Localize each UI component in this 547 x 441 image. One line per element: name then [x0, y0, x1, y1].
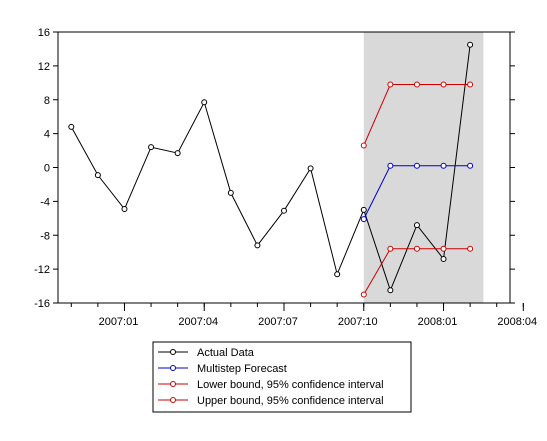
- data-point: [334, 271, 341, 278]
- x-tick-label: 2008:04: [497, 316, 537, 328]
- forecast-shaded-region: [363, 32, 484, 303]
- series-0: [68, 41, 474, 294]
- data-point: [467, 245, 474, 252]
- forecast-shade: [363, 32, 484, 303]
- data-point: [467, 81, 474, 88]
- data-point: [360, 206, 367, 213]
- y-tick-label: -4: [40, 196, 50, 208]
- y-tick-label: -12: [34, 264, 50, 276]
- legend-label: Actual Data: [197, 347, 255, 359]
- data-point: [201, 99, 208, 106]
- y-axis: -16 -12 -8 -4 0 4 8 12 16: [34, 27, 515, 310]
- x-tick-label: 2007:10: [338, 316, 378, 328]
- y-tick-label: -8: [40, 230, 50, 242]
- data-point: [360, 216, 367, 223]
- data-point: [387, 245, 394, 252]
- y-tick-label: 0: [44, 163, 50, 175]
- legend-label: Lower bound, 95% confidence interval: [197, 379, 384, 391]
- y-tick-label: 12: [38, 61, 50, 73]
- data-point: [413, 245, 420, 252]
- legend: Actual Data Multistep Forecast Lower bound…: [152, 341, 412, 413]
- data-point: [467, 162, 474, 169]
- data-point: [94, 172, 101, 179]
- x-tick-label: 2007:07: [258, 316, 298, 328]
- data-point: [307, 165, 314, 172]
- data-point: [174, 150, 181, 157]
- series-1: [360, 162, 474, 223]
- data-point: [281, 207, 287, 214]
- legend-box: [152, 341, 412, 413]
- y-tick-label: 8: [44, 95, 50, 107]
- legend-item: Actual Data: [158, 347, 255, 359]
- data-point: [360, 291, 367, 298]
- data-point: [254, 242, 261, 249]
- data-point: [413, 222, 420, 229]
- data-point: [387, 162, 394, 169]
- data-point: [413, 81, 420, 88]
- data-point: [440, 255, 447, 262]
- legend-item: Upper bound, 95% confidence interval: [158, 395, 384, 407]
- legend-item: Multistep Forecast: [158, 363, 287, 375]
- legend-item: Lower bound, 95% confidence interval: [158, 379, 384, 391]
- data-point: [467, 41, 474, 48]
- data-point: [227, 189, 234, 196]
- legend-label: Multistep Forecast: [197, 363, 287, 375]
- y-tick-label: 16: [38, 27, 50, 39]
- data-point: [413, 162, 420, 169]
- series-2: [360, 245, 474, 298]
- legend-swatch-marker: [170, 349, 176, 355]
- y-tick-label: 4: [44, 129, 50, 141]
- legend-swatch-marker: [170, 397, 176, 403]
- legend-swatch-marker: [170, 381, 176, 387]
- data-point: [440, 162, 447, 169]
- series-layer: [68, 41, 474, 298]
- y-tick-label: -16: [34, 298, 50, 310]
- x-axis: 2007:01 2007:04 2007:07 2007:10 2008:01 2008:…: [70, 303, 537, 328]
- data-point: [121, 205, 128, 212]
- x-tick-label: 2007:04: [178, 316, 218, 328]
- data-point: [360, 142, 367, 149]
- series-3: [360, 81, 474, 149]
- x-tick-label: 2008:01: [418, 316, 458, 328]
- data-point: [387, 81, 394, 88]
- data-point: [440, 81, 447, 88]
- legend-swatch-marker: [170, 365, 176, 371]
- data-point: [68, 123, 75, 130]
- series-line: [70, 44, 471, 292]
- data-point: [387, 287, 394, 294]
- data-point: [148, 144, 155, 151]
- data-point: [440, 245, 447, 252]
- legend-label: Upper bound, 95% confidence interval: [197, 395, 384, 407]
- x-tick-label: 2007:01: [99, 316, 139, 328]
